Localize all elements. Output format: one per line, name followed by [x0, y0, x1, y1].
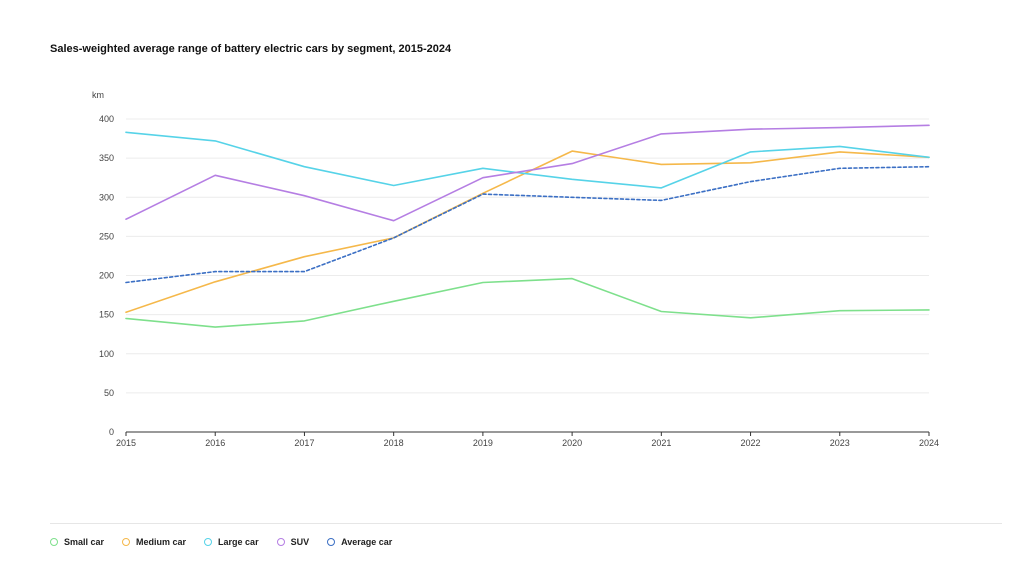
y-axis-label: km: [92, 90, 104, 100]
legend-item-average-car[interactable]: Average car: [327, 537, 392, 547]
x-tick-label: 2021: [651, 438, 671, 448]
x-tick-label: 2020: [562, 438, 582, 448]
y-tick-label: 300: [99, 192, 114, 202]
y-tick-label: 200: [99, 271, 114, 281]
x-axis: 2015 2016 2017 2018 2019 2020 2021 2022 2023 2024: [116, 431, 939, 448]
series-lines: [125, 124, 930, 328]
legend-label: Small car: [64, 537, 105, 547]
y-axis-ticks: 0 50 100 150 200 250 300 350 400: [99, 114, 114, 437]
legend-marker-icon: [122, 538, 131, 546]
x-tick-label: 2018: [384, 438, 404, 448]
series-line-small-car: [125, 277, 930, 328]
legend-label: Large car: [218, 537, 259, 547]
y-tick-label: 50: [104, 388, 114, 398]
x-tick-label: 2022: [741, 438, 761, 448]
legend-marker-icon: [50, 538, 58, 546]
legend-item-medium-car[interactable]: Medium car: [122, 537, 186, 547]
series-line-medium-car: [125, 150, 930, 314]
gridlines: [126, 118, 929, 394]
series-line-large-car: [125, 131, 930, 189]
y-tick-label: 350: [99, 153, 114, 163]
y-tick-label: 0: [109, 427, 114, 437]
series-line-suv: [125, 124, 930, 222]
x-tick-label: 2015: [116, 438, 136, 448]
x-tick-label: 2019: [473, 438, 493, 448]
legend: Small car Medium car Large car SUV Average c…: [50, 537, 392, 547]
x-tick-label: 2024: [919, 438, 939, 448]
legend-label: Medium car: [136, 537, 187, 547]
legend-item-suv[interactable]: SUV: [276, 537, 310, 547]
y-tick-label: 100: [99, 349, 114, 359]
y-tick-label: 250: [99, 231, 114, 241]
series-line-average-car: [125, 165, 930, 284]
legend-divider: [50, 523, 1002, 524]
x-tick-label: 2023: [830, 438, 850, 448]
x-tick-label: 2017: [294, 438, 314, 448]
y-tick-label: 150: [99, 310, 114, 320]
y-tick-label: 400: [99, 114, 114, 124]
legend-label: Average car: [341, 537, 393, 547]
legend-marker-icon: [204, 538, 213, 546]
chart-title: Sales-weighted average range of battery …: [50, 43, 452, 55]
legend-marker-icon: [327, 538, 336, 546]
legend-label: SUV: [290, 537, 310, 547]
x-tick-label: 2016: [205, 438, 225, 448]
legend-item-small-car[interactable]: Small car: [50, 537, 104, 547]
legend-marker-icon: [276, 538, 285, 546]
legend-item-large-car[interactable]: Large car: [204, 537, 259, 547]
